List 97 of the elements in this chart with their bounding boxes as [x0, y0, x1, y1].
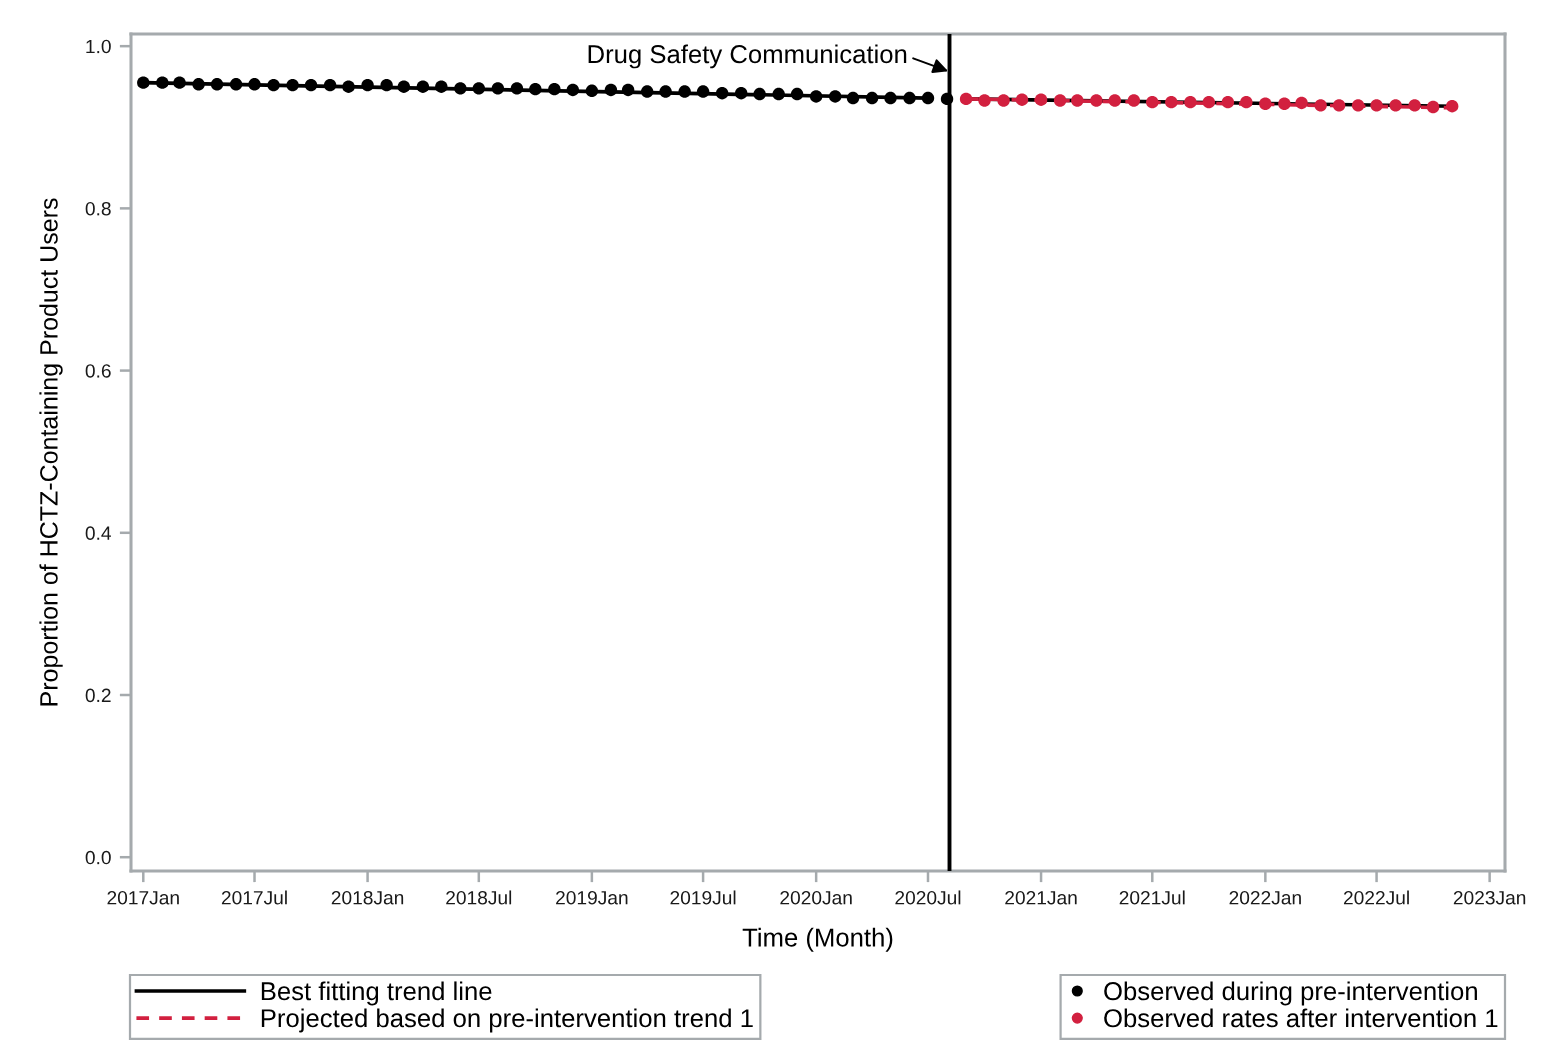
point: [229, 78, 243, 91]
point: [304, 78, 318, 92]
point: [1071, 94, 1084, 107]
point: [548, 82, 561, 96]
point: [1034, 93, 1048, 106]
legend-label: Best fitting trend line: [261, 981, 492, 1006]
point: [1314, 99, 1327, 112]
point: [1240, 95, 1253, 109]
x-tick-label: 2021Jan: [1005, 890, 1077, 905]
point: [267, 78, 280, 92]
x-tick-label: 2022Jan: [1229, 890, 1301, 905]
point: [1389, 99, 1402, 112]
y-tick-label: 0.2: [85, 688, 111, 703]
point: [640, 85, 654, 98]
point: [454, 82, 467, 95]
x-tick-label: 2017Jul: [221, 890, 287, 905]
point: [884, 91, 897, 105]
point: [529, 82, 542, 96]
point: [397, 80, 411, 93]
legend-label: Observed during pre-intervention: [1104, 981, 1477, 1006]
point: [978, 94, 991, 107]
point: [696, 85, 710, 98]
point: [846, 91, 860, 105]
y-tick-label: 0.4: [85, 526, 111, 540]
x-tick-label: 2023Jan: [1453, 890, 1526, 905]
point: [248, 78, 261, 91]
point: [772, 87, 785, 101]
point: [734, 87, 748, 100]
point: [715, 87, 729, 100]
legend-label: Observed rates after intervention 1: [1104, 1008, 1498, 1028]
point: [1332, 99, 1346, 112]
point: [753, 87, 766, 101]
y-tick-label: 1.0: [86, 39, 111, 54]
point: [1351, 99, 1365, 112]
point: [1426, 100, 1440, 114]
point: [1445, 99, 1459, 113]
x-tick-label: 2018Jul: [446, 890, 512, 905]
point: [809, 90, 823, 103]
point: [210, 78, 224, 91]
point: [192, 78, 205, 91]
point: [1053, 94, 1067, 107]
point: [416, 80, 430, 93]
point: [959, 92, 973, 106]
point: [828, 90, 842, 103]
point: [1184, 95, 1197, 109]
point: [621, 83, 635, 97]
point: [940, 92, 954, 106]
point: [361, 78, 374, 92]
x-tick-label: 2019Jan: [556, 890, 628, 905]
x-tick-label: 2017Jan: [107, 890, 179, 905]
point: [1202, 95, 1216, 109]
point: [1295, 96, 1308, 110]
point: [342, 80, 355, 93]
point: [1278, 97, 1291, 110]
y-tick-label: 0.8: [85, 201, 111, 216]
point: [1408, 99, 1421, 112]
point: [472, 82, 486, 95]
y-tick-label: 0.6: [85, 364, 111, 378]
point: [585, 84, 599, 97]
point: [566, 83, 580, 97]
point: [491, 82, 505, 95]
x-tick-label: 2021Jul: [1119, 890, 1185, 905]
point: [1165, 95, 1178, 109]
ref-line-label: Drug Safety Communication: [588, 44, 907, 69]
point: [1221, 95, 1235, 109]
x-tick-label: 2019Jul: [670, 890, 736, 905]
x-tick-label: 2018Jan: [331, 890, 404, 905]
point: [323, 78, 337, 92]
x-tick-label: 2022Jul: [1343, 890, 1409, 905]
point: [1015, 93, 1029, 106]
point: [156, 76, 169, 89]
point: [1090, 94, 1103, 107]
y-tick-label: 0.0: [85, 850, 111, 865]
point: [604, 83, 618, 97]
point: [790, 87, 804, 101]
point: [435, 80, 448, 93]
point: [1259, 97, 1272, 110]
point: [903, 91, 916, 105]
point: [921, 91, 935, 105]
y-axis-title: Proportion of HCTZ-Containing Product Users: [39, 198, 63, 706]
point: [997, 94, 1010, 107]
point: [380, 78, 393, 92]
point: [1108, 94, 1122, 107]
x-tick-label: 2020Jan: [780, 890, 852, 905]
point: [510, 82, 524, 95]
point: [1127, 94, 1141, 107]
point: [865, 91, 879, 105]
legend-label: Projected based on pre-intervention trend 1: [261, 1008, 753, 1033]
point: [1370, 99, 1383, 112]
point: [137, 76, 150, 89]
x-axis-title: Time (Month): [742, 927, 893, 952]
point: [659, 85, 672, 98]
x-tick-label: 2020Jul: [895, 890, 961, 905]
point: [286, 78, 299, 92]
point: [173, 76, 186, 89]
point: [1146, 95, 1159, 109]
point: [678, 85, 691, 98]
